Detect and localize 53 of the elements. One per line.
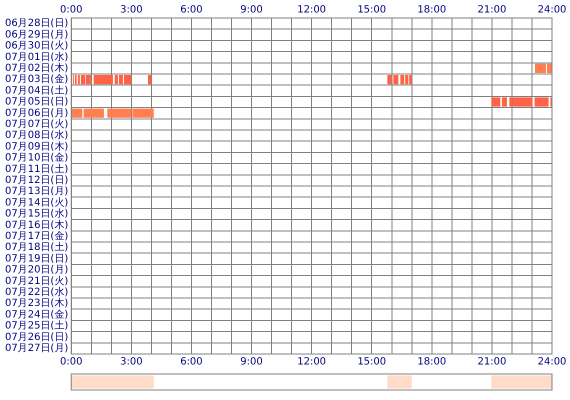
x2-tick-label: 3:00 [120, 356, 143, 368]
x-tick-label: 0:00 [60, 4, 82, 16]
x2-tick-label: 0:00 [60, 356, 82, 368]
y-tick-label: 07月15日(水) [4, 208, 68, 220]
y-tick-label: 07月17日(金) [4, 230, 68, 242]
y-tick-label: 07月03日(金) [4, 73, 68, 86]
y-tick-label: 07月11日(土) [4, 162, 68, 175]
bar [512, 97, 533, 107]
y-tick-label: 07月01日(水) [4, 50, 68, 63]
x2-tick-label: 24:00 [538, 356, 566, 368]
bar [148, 75, 152, 84]
x2-tick-label: 9:00 [240, 356, 263, 368]
y-tick-label: 07月26日(日) [4, 332, 68, 343]
y-tick-label: 07月02日(木) [4, 62, 68, 74]
x-tick-label: 12:00 [297, 4, 326, 16]
bar [534, 97, 549, 107]
y-tick-label: 07月04日(土) [4, 84, 68, 96]
x-tick-label: 21:00 [477, 4, 506, 16]
x-tick-label: 3:00 [120, 4, 143, 16]
x-tick-label: 9:00 [240, 4, 263, 16]
y-tick-label: 07月13日(月) [4, 186, 68, 198]
x-tick-label: 18:00 [417, 4, 446, 16]
x-tick-label: 24:00 [538, 4, 566, 16]
x2-tick-label: 18:00 [417, 356, 446, 368]
y-tick-label: 06月29日(月) [4, 29, 68, 40]
x2-tick-label: 6:00 [180, 356, 203, 368]
y-tick-label: 07月06日(月) [4, 108, 68, 119]
y-tick-label: 06月28日(日) [4, 18, 68, 30]
y-tick-label: 07月09日(木) [4, 140, 68, 152]
y-tick-label: 07月10日(金) [4, 152, 68, 164]
x2-tick-label: 21:00 [477, 356, 506, 368]
bar [400, 75, 404, 84]
y-tick-label: 07月20日(月) [4, 264, 68, 276]
x2-tick-label: 12:00 [297, 356, 326, 368]
x-tick-label: 15:00 [357, 4, 386, 16]
y-tick-label: 07月25日(土) [4, 320, 68, 332]
y-tick-label: 06月30日(火) [4, 40, 68, 52]
y-tick-label: 07月21日(火) [4, 274, 68, 287]
y-tick-label: 07月23日(木) [4, 297, 68, 310]
y-tick-label: 07月19日(日) [4, 253, 68, 264]
y-tick-label: 07月07日(火) [4, 118, 68, 130]
y-tick-label: 07月14日(火) [4, 196, 68, 208]
bar [409, 75, 412, 84]
y-tick-label: 07月22日(水) [4, 286, 68, 298]
y-tick-label: 07月27日(月) [4, 342, 68, 354]
x2-tick-label: 15:00 [357, 356, 386, 368]
y-tick-label: 07月18日(土) [4, 241, 68, 254]
y-tick-label: 07月05日(日) [4, 96, 68, 108]
y-tick-label: 07月12日(日) [4, 174, 68, 186]
y-tick-label: 07月08日(水) [4, 129, 68, 142]
x-tick-label: 6:00 [180, 4, 203, 16]
y-tick-label: 07月24日(金) [4, 308, 68, 320]
y-tick-label: 07月16日(木) [4, 218, 68, 231]
